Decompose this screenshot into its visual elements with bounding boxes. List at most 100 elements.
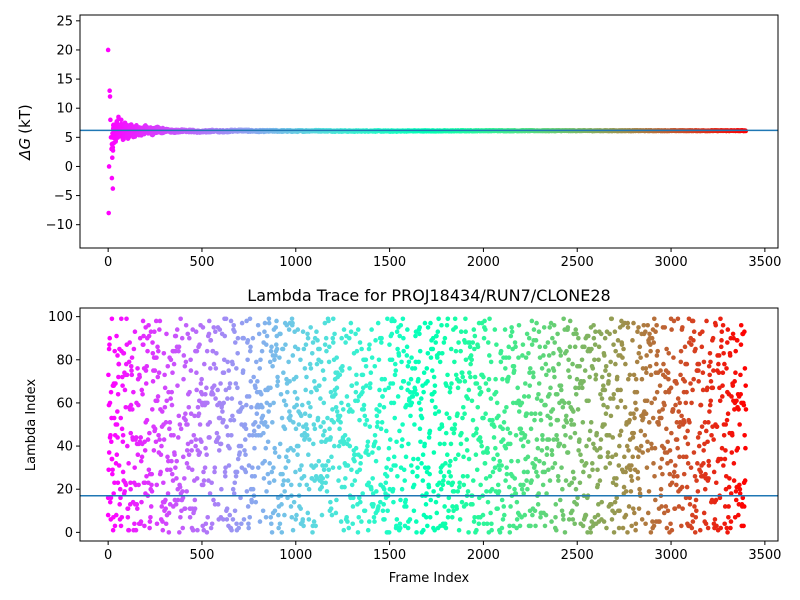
lambda-point — [243, 426, 249, 432]
lambda-point — [151, 448, 157, 453]
lambda-point — [293, 469, 298, 475]
lambda-point — [706, 420, 711, 425]
lambda-point — [613, 452, 619, 458]
lambda-point — [373, 458, 379, 464]
lambda-point — [563, 478, 569, 483]
lambda-point — [372, 519, 377, 524]
lambda-point — [743, 407, 749, 412]
lambda-point — [435, 329, 441, 335]
lambda-point — [314, 387, 320, 393]
lambda-point — [613, 361, 618, 367]
lambda-point — [434, 510, 440, 516]
lambda-point — [708, 379, 714, 384]
lambda-point — [635, 469, 641, 475]
lambda-point — [406, 359, 412, 365]
lambda-point — [645, 322, 651, 328]
lambda-point — [609, 517, 615, 522]
lambda-point — [654, 353, 660, 358]
lambda-point — [141, 342, 146, 347]
lambda-point — [333, 404, 339, 410]
lambda-point — [638, 443, 644, 449]
lambda-point — [500, 437, 506, 442]
lambda-point — [591, 335, 597, 341]
lambda-point — [472, 374, 478, 380]
lambda-point — [492, 465, 498, 470]
lambda-point — [135, 506, 140, 511]
lambda-point — [342, 432, 348, 438]
lambda-point — [328, 389, 334, 395]
lambda-point — [537, 344, 543, 350]
lambda-point — [558, 353, 564, 358]
lambda-point — [111, 415, 117, 421]
lambda-point — [536, 391, 541, 397]
lambda-point — [603, 411, 609, 417]
lambda-point — [235, 456, 241, 462]
lambda-point — [534, 469, 539, 475]
y-tick-label: 80 — [56, 353, 73, 368]
lambda-point — [307, 413, 313, 419]
lambda-point — [483, 327, 488, 332]
lambda-point — [300, 329, 306, 335]
lambda-point — [672, 506, 678, 511]
lambda-point — [285, 478, 291, 483]
lambda-point — [599, 374, 605, 380]
lambda-point — [168, 467, 173, 473]
lambda-point — [366, 519, 372, 524]
lambda-point — [358, 454, 364, 460]
lambda-point — [116, 463, 122, 468]
lambda-point — [623, 489, 629, 494]
lambda-point — [625, 325, 631, 330]
lambda-point — [579, 385, 585, 391]
lambda-point — [502, 327, 508, 332]
x-tick-label: 3000 — [655, 548, 688, 563]
lambda-point — [368, 381, 373, 386]
lambda-point — [405, 525, 411, 531]
lambda-point — [308, 404, 313, 410]
lambda-point — [193, 329, 199, 335]
lambda-point — [630, 454, 636, 460]
lambda-point — [695, 489, 701, 494]
delta-g-point — [110, 186, 116, 191]
lambda-point — [595, 482, 601, 488]
lambda-point — [215, 502, 221, 507]
lambda-point — [628, 473, 634, 479]
lambda-point — [625, 530, 630, 535]
lambda-point — [653, 497, 658, 503]
lambda-point — [153, 318, 159, 324]
y-tick-label: −5 — [54, 189, 73, 204]
lambda-point — [126, 461, 131, 466]
lambda-point — [368, 370, 374, 376]
lambda-point — [630, 435, 636, 440]
lambda-point — [677, 400, 683, 406]
lambda-point — [645, 439, 650, 445]
lambda-point — [709, 432, 714, 438]
lambda-point — [501, 512, 507, 518]
lambda-point — [472, 346, 477, 352]
lambda-point — [491, 424, 497, 429]
y-tick-label: 100 — [48, 310, 73, 325]
lambda-point — [532, 417, 537, 423]
lambda-point — [541, 353, 546, 358]
lambda-point — [330, 407, 335, 412]
lambda-point — [243, 452, 248, 458]
lambda-point — [453, 325, 458, 330]
lambda-point — [364, 448, 369, 453]
lambda-point — [590, 366, 596, 371]
delta-g-point — [110, 148, 116, 153]
lambda-point — [506, 355, 512, 360]
lambda-point — [602, 422, 607, 427]
lambda-point — [734, 398, 739, 404]
lambda-point — [695, 461, 700, 466]
lambda-point — [202, 465, 208, 470]
lambda-point — [436, 316, 441, 322]
lambda-point — [671, 469, 677, 475]
lambda-point — [298, 413, 304, 419]
lambda-point — [382, 517, 387, 522]
y-tick-label: 25 — [56, 14, 73, 29]
lambda-point — [189, 448, 194, 453]
lambda-point — [729, 450, 735, 455]
lambda-point — [262, 458, 268, 464]
lambda-point — [421, 389, 426, 395]
lambda-point — [276, 525, 281, 531]
lambda-point — [267, 461, 272, 466]
